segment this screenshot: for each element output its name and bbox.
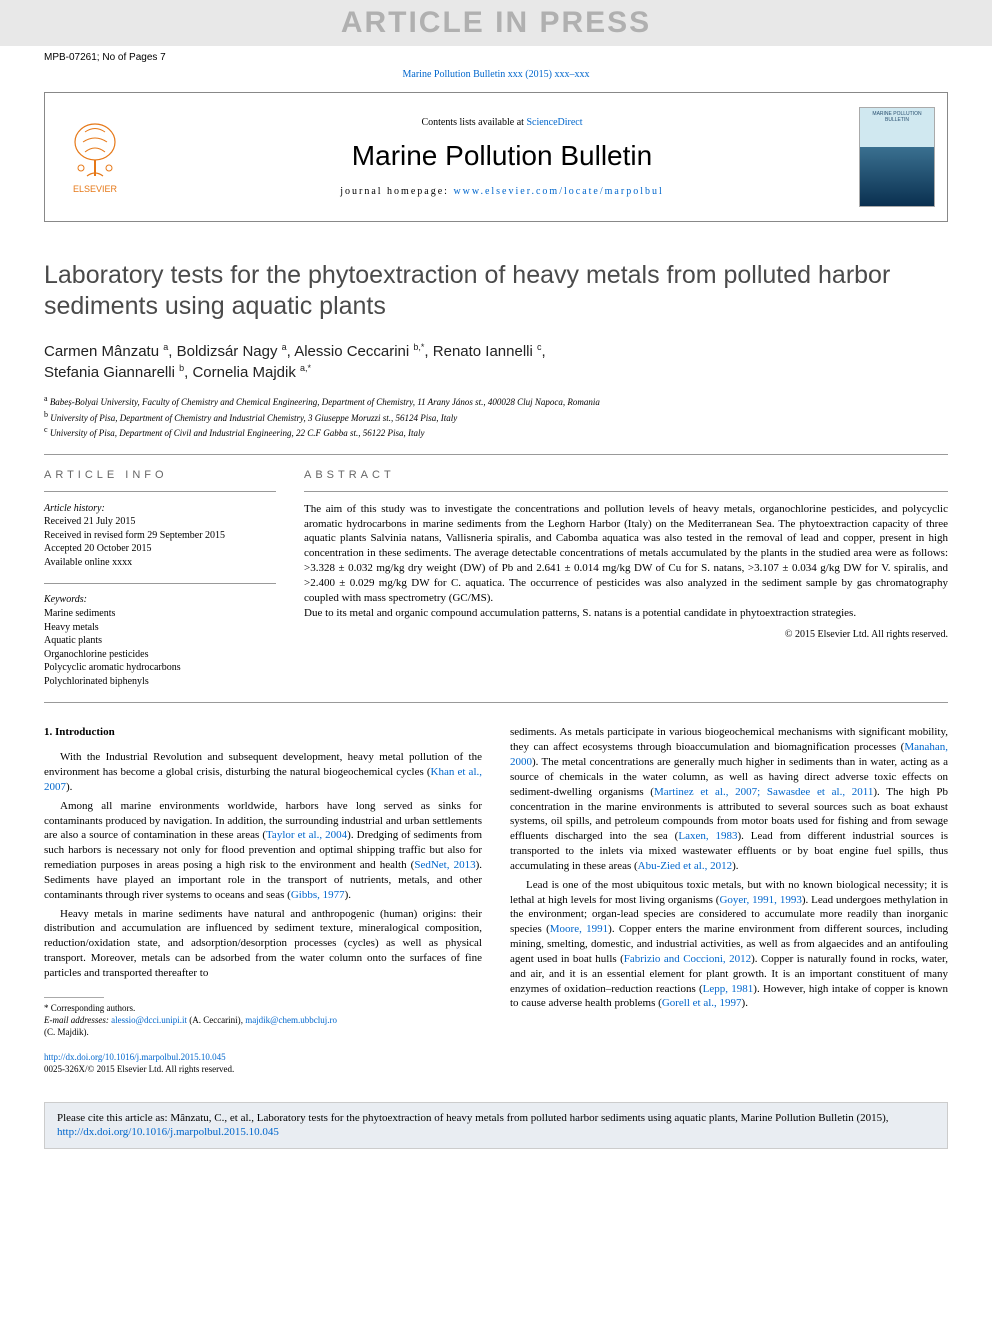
keyword: Heavy metals: [44, 621, 276, 635]
journal-ref-line: Marine Pollution Bulletin xxx (2015) xxx…: [44, 69, 948, 80]
author: Boldizsár Nagy a: [177, 343, 287, 360]
document-id: MPB-07261; No of Pages 7: [44, 52, 948, 63]
author: Alessio Ceccarini b,*: [294, 343, 424, 360]
abstract-heading: abstract: [304, 469, 948, 481]
body-paragraph: Lead is one of the most ubiquitous toxic…: [510, 878, 948, 1012]
keyword: Polycyclic aromatic hydrocarbons: [44, 661, 276, 675]
keyword: Polychlorinated biphenyls: [44, 675, 276, 689]
publisher-logo: ELSEVIER: [45, 112, 145, 202]
article-info-column: article info Article history: Received 2…: [44, 469, 276, 689]
doi-link[interactable]: http://dx.doi.org/10.1016/j.marpolbul.20…: [44, 1052, 226, 1062]
abstract-copyright: © 2015 Elsevier Ltd. All rights reserved…: [304, 629, 948, 640]
contents-available-line: Contents lists available at ScienceDirec…: [145, 117, 859, 128]
body-paragraph: Among all marine environments worldwide,…: [44, 799, 482, 903]
publisher-name: ELSEVIER: [73, 184, 117, 194]
divider: [304, 491, 948, 492]
watermark-banner: ARTICLE IN PRESS: [0, 0, 992, 46]
keyword: Organochlorine pesticides: [44, 648, 276, 662]
citation-link[interactable]: Fabrizio and Coccioni, 2012: [624, 953, 751, 965]
history-online: Available online xxxx: [44, 556, 276, 570]
footnote-divider: [44, 997, 104, 998]
citation-link[interactable]: Martinez et al., 2007; Sawasdee et al., …: [654, 786, 873, 798]
history-label: Article history:: [44, 502, 276, 516]
author: Stefania Giannarelli b: [44, 364, 184, 381]
divider: [44, 583, 276, 584]
citation-link[interactable]: Gorell et al., 1997: [662, 997, 742, 1009]
page-content: MPB-07261; No of Pages 7 Marine Pollutio…: [0, 46, 992, 1086]
journal-ref-link[interactable]: Marine Pollution Bulletin xxx (2015) xxx…: [403, 69, 590, 80]
author: Cornelia Majdik a,*: [192, 364, 311, 381]
citation-link[interactable]: Moore, 1991: [550, 923, 608, 935]
section-heading-intro: 1. Introduction: [44, 725, 482, 740]
author: Renato Iannelli c: [433, 343, 542, 360]
citation-link[interactable]: Goyer, 1991, 1993: [719, 894, 801, 906]
body-paragraph: sediments. As metals participate in vari…: [510, 725, 948, 873]
citation-box: Please cite this article as: Mânzatu, C.…: [44, 1102, 948, 1150]
journal-center-block: Contents lists available at ScienceDirec…: [145, 117, 859, 197]
doi-block: http://dx.doi.org/10.1016/j.marpolbul.20…: [44, 1052, 482, 1075]
journal-title: Marine Pollution Bulletin: [145, 140, 859, 172]
body-paragraph: With the Industrial Revolution and subse…: [44, 750, 482, 795]
email-link[interactable]: majdik@chem.ubbcluj.ro: [245, 1015, 337, 1025]
body-columns: 1. Introduction With the Industrial Revo…: [44, 725, 948, 1075]
keyword: Marine sediments: [44, 607, 276, 621]
affiliation: c University of Pisa, Department of Civi…: [44, 424, 948, 440]
info-abstract-row: article info Article history: Received 2…: [44, 469, 948, 689]
homepage-line: journal homepage: www.elsevier.com/locat…: [145, 186, 859, 197]
citation-link[interactable]: Gibbs, 1977: [291, 889, 345, 901]
body-paragraph: Heavy metals in marine sediments have na…: [44, 907, 482, 981]
citation-link[interactable]: Abu-Zied et al., 2012: [638, 860, 732, 872]
author-list: Carmen Mânzatu a, Boldizsár Nagy a, Ales…: [44, 341, 948, 384]
keywords-list: Marine sediments Heavy metals Aquatic pl…: [44, 607, 276, 688]
citation-link[interactable]: Lepp, 1981: [703, 983, 754, 995]
citation-link[interactable]: SedNet, 2013: [414, 859, 475, 871]
cite-doi-link[interactable]: http://dx.doi.org/10.1016/j.marpolbul.20…: [57, 1126, 279, 1138]
citation-link[interactable]: Taylor et al., 2004: [266, 829, 347, 841]
article-history: Article history: Received 21 July 2015 R…: [44, 502, 276, 570]
abstract-text: The aim of this study was to investigate…: [304, 502, 948, 621]
cover-label: MARINE POLLUTION BULLETIN: [864, 112, 930, 123]
divider: [44, 454, 948, 455]
affiliation: b University of Pisa, Department of Chem…: [44, 409, 948, 425]
email-link[interactable]: alessio@dcci.unipi.it: [111, 1015, 187, 1025]
affiliation: a Babeș-Bolyai University, Faculty of Ch…: [44, 393, 948, 409]
keyword: Aquatic plants: [44, 634, 276, 648]
email-line: E-mail addresses: alessio@dcci.unipi.it …: [44, 1014, 482, 1038]
history-accepted: Accepted 20 October 2015: [44, 542, 276, 556]
author: Carmen Mânzatu a: [44, 343, 168, 360]
issn-copyright: 0025-326X/© 2015 Elsevier Ltd. All right…: [44, 1064, 234, 1074]
keywords-label: Keywords:: [44, 594, 276, 605]
journal-cover-thumbnail: MARINE POLLUTION BULLETIN: [859, 107, 935, 207]
info-heading: article info: [44, 469, 276, 481]
divider: [44, 702, 948, 703]
history-revised: Received in revised form 29 September 20…: [44, 529, 276, 543]
correspondence-block: * Corresponding authors. E-mail addresse…: [44, 1002, 482, 1038]
elsevier-tree-icon: [67, 120, 123, 182]
journal-masthead: ELSEVIER Contents lists available at Sci…: [44, 92, 948, 222]
article-title: Laboratory tests for the phytoextraction…: [44, 260, 948, 323]
divider: [44, 491, 276, 492]
corresponding-authors-label: * Corresponding authors.: [44, 1002, 482, 1014]
right-column: sediments. As metals participate in vari…: [510, 725, 948, 1075]
history-received: Received 21 July 2015: [44, 515, 276, 529]
citation-link[interactable]: Laxen, 1983: [678, 830, 737, 842]
abstract-column: abstract The aim of this study was to in…: [304, 469, 948, 689]
journal-homepage-link[interactable]: www.elsevier.com/locate/marpolbul: [453, 186, 663, 197]
left-column: 1. Introduction With the Industrial Revo…: [44, 725, 482, 1075]
sciencedirect-link[interactable]: ScienceDirect: [526, 117, 582, 128]
affiliation-list: a Babeș-Bolyai University, Faculty of Ch…: [44, 393, 948, 440]
